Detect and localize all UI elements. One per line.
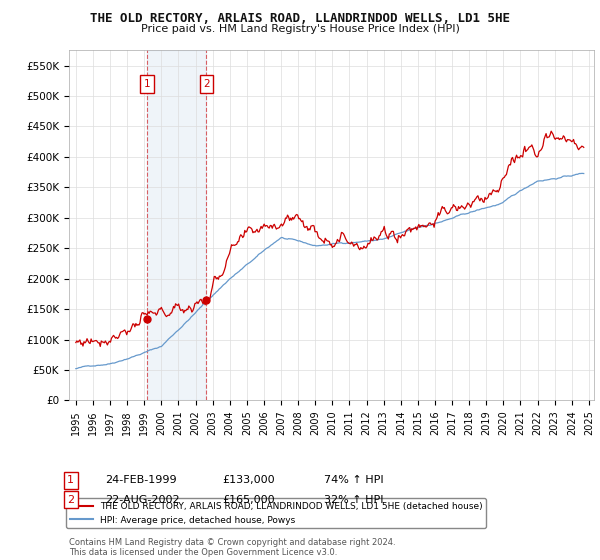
Text: Price paid vs. HM Land Registry's House Price Index (HPI): Price paid vs. HM Land Registry's House … <box>140 24 460 34</box>
Text: THE OLD RECTORY, ARLAIS ROAD, LLANDRINDOD WELLS, LD1 5HE: THE OLD RECTORY, ARLAIS ROAD, LLANDRINDO… <box>90 12 510 25</box>
Text: 2: 2 <box>203 79 210 89</box>
Text: 1: 1 <box>143 79 150 89</box>
Text: Contains HM Land Registry data © Crown copyright and database right 2024.
This d: Contains HM Land Registry data © Crown c… <box>69 538 395 557</box>
Text: £165,000: £165,000 <box>222 494 275 505</box>
Legend: THE OLD RECTORY, ARLAIS ROAD, LLANDRINDOD WELLS, LD1 5HE (detached house), HPI: : THE OLD RECTORY, ARLAIS ROAD, LLANDRINDO… <box>67 498 486 528</box>
Text: 24-FEB-1999: 24-FEB-1999 <box>105 475 176 486</box>
Bar <box>147 50 206 400</box>
Text: 2: 2 <box>67 494 74 505</box>
Text: 74% ↑ HPI: 74% ↑ HPI <box>324 475 383 486</box>
Text: 22-AUG-2002: 22-AUG-2002 <box>105 494 179 505</box>
Text: £133,000: £133,000 <box>222 475 275 486</box>
Text: 1: 1 <box>67 475 74 486</box>
Text: 32% ↑ HPI: 32% ↑ HPI <box>324 494 383 505</box>
